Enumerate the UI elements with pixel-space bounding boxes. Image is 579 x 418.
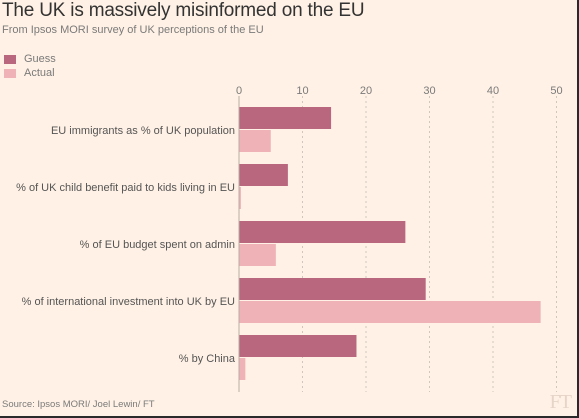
x-tick-label-20: 20: [360, 85, 372, 97]
legend-label-actual: Actual: [24, 67, 55, 79]
x-tick-label-10: 10: [296, 85, 308, 97]
bar-actual-0: [239, 130, 271, 152]
bar-guess-0: [239, 107, 332, 129]
x-tick-label-30: 30: [423, 85, 435, 97]
x-tick-label-40: 40: [487, 85, 499, 97]
bar-actual-4: [239, 358, 246, 380]
legend: Guess Actual: [4, 52, 56, 80]
category-label-4: % by China: [179, 353, 236, 365]
category-label-1: % of UK child benefit paid to kids livin…: [16, 182, 235, 194]
ft-logo: FT: [549, 391, 572, 413]
category-label-2: % of EU budget spent on admin: [80, 239, 235, 251]
chart-subtitle: From Ipsos MORI survey of UK perceptions…: [2, 24, 264, 36]
bar-actual-1: [239, 187, 241, 209]
category-label-3: % of international investment into UK by…: [22, 296, 235, 308]
chart-title: The UK is massively misinformed on the E…: [2, 0, 365, 21]
bar-guess-3: [239, 278, 426, 300]
bar-actual-3: [239, 301, 541, 323]
bar-guess-2: [239, 221, 406, 243]
bar-guess-4: [239, 335, 357, 357]
bar-guess-1: [239, 164, 288, 186]
category-label-0: EU immigrants as % of UK population: [51, 125, 235, 137]
legend-swatch-actual: [4, 68, 16, 78]
source-note: Source: Ipsos MORI/ Joel Lewin/ FT: [2, 399, 155, 410]
legend-item-actual: Actual: [4, 66, 56, 80]
legend-label-guess: Guess: [24, 53, 56, 65]
x-tick-label-0: 0: [236, 85, 242, 97]
bar-actual-2: [239, 244, 276, 266]
legend-swatch-guess: [4, 54, 16, 64]
legend-item-guess: Guess: [4, 52, 56, 66]
x-tick-label-50: 50: [550, 85, 562, 97]
